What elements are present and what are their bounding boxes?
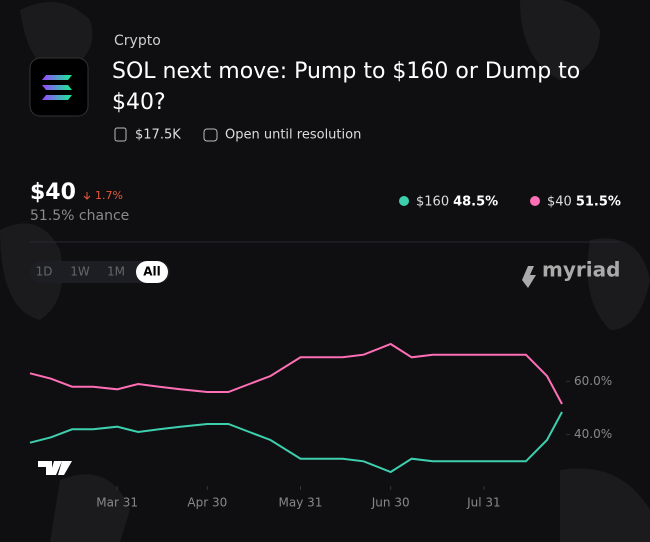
status: Open until resolution [225,128,361,143]
watermark-shape [50,474,130,542]
range-button-active[interactable] [136,261,168,283]
watermark-shape [20,2,93,72]
watermark-shape [520,0,600,80]
series-line [29,411,563,474]
volume-icon [114,127,127,142]
legend-value: 51.5% [576,195,621,210]
range-button[interactable]: All [143,265,161,279]
series-line [29,342,563,405]
x-tick-label: May 31 [279,496,323,510]
x-tick-label: Jul 31 [466,496,501,510]
legend-dot [399,196,409,206]
legend-dot [530,196,540,206]
x-tick-label: Jun 30 [371,496,410,510]
range-button[interactable]: 1M [107,265,125,279]
brand-icon [522,266,536,288]
solana-logo [42,75,72,100]
chance: 51.5% chance [30,208,129,224]
range-selector [30,261,170,283]
brand: myriad [542,258,620,282]
tradingview-logo [38,461,72,475]
legend-label: $40 [547,195,572,210]
selected-outcome: $40 [30,180,76,205]
range-button[interactable]: 1D [36,265,53,279]
watermark-shape [587,238,650,330]
change: 1.7% [95,189,123,202]
legend-label: $160 [416,195,449,210]
down-arrow [83,192,91,200]
title-box: SOL next move: Pump to $160 or Dump to $… [112,59,581,115]
x-tick-label: Mar 31 [96,496,138,510]
y-tick-label: 40.0% [574,427,612,441]
title: SOL next move: Pump to $160 or Dump to $… [112,59,581,115]
volume: $17.5K [135,128,181,143]
range-button[interactable]: 1W [70,265,90,279]
legend-value: 48.5% [453,195,498,210]
y-tick-label: 60.0% [574,374,612,388]
category: Crypto [114,33,161,49]
x-tick-label: Apr 30 [187,496,227,510]
status-icon [203,128,218,142]
watermark-shape [560,468,650,542]
solana-bars [42,75,72,100]
